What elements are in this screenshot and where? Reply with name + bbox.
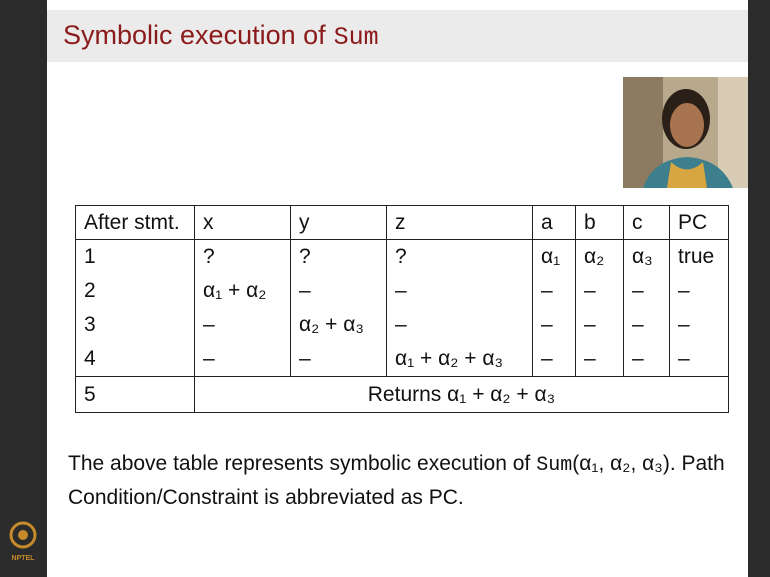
table-cell: α₂ [575, 239, 624, 274]
table-cell: α₃ [623, 239, 670, 274]
symbolic-table: After stmt. x y z a b c PC 1??? α₁ α₂ α₃ true 2 α₁ + α… [75, 205, 729, 413]
table-cell: – [290, 342, 387, 377]
slide: Symbolic execution of Sum After stmt. x y z a… [47, 0, 748, 577]
table-cell: – [386, 308, 533, 342]
table-cell: – [290, 274, 387, 308]
table-cell: 4 [75, 342, 195, 377]
table-cell: – [669, 274, 729, 308]
table-cell: – [194, 342, 291, 377]
table-row: 5 Returns α₁ + α₂ + α₃ [75, 376, 729, 413]
header-row: After stmt. x y z a b c PC [75, 205, 729, 240]
table-cell: ? [290, 239, 387, 274]
table-cell: 1 [75, 239, 195, 274]
table-cell: ? [194, 239, 291, 274]
logo-text: NPTEL [11, 555, 35, 562]
caption-text: . Path Condition/Constraint is abbreviat… [68, 452, 725, 509]
table-cell: a [532, 205, 576, 240]
table-cell: – [575, 274, 624, 308]
table-cell: After stmt. [75, 205, 195, 240]
table-row: 1??? α₁ α₂ α₃ true [75, 239, 729, 274]
title-text: Symbolic execution of [63, 20, 326, 50]
table-cell: ? [386, 239, 533, 274]
table-cell: y [290, 205, 387, 240]
table-cell: α₁ [532, 239, 576, 274]
table-cell: – [532, 308, 576, 342]
table-cell: b [575, 205, 624, 240]
table-cell: α₂ + α₃ [290, 308, 387, 342]
table-cell: 5 [75, 376, 195, 413]
title-bar: Symbolic execution of Sum [47, 10, 748, 62]
slide-title: Symbolic execution of Sum [63, 20, 379, 52]
table-row: 3– α₂ + α₃ – – – – – [75, 308, 729, 342]
table-cell: 3 [75, 308, 195, 342]
table-cell: – [575, 308, 624, 342]
table-cell: – [669, 308, 729, 342]
table-cell: – [194, 308, 291, 342]
table-cell: – [669, 342, 729, 377]
table-cell: 2 [75, 274, 195, 308]
caption-args: (α₁, α₂, α₃) [572, 452, 670, 475]
table-cell: α₁ + α₂ + α₃ [386, 342, 533, 377]
table-row: 2 α₁ + α₂ – – – – – – [75, 274, 729, 308]
webcam-video [623, 77, 748, 188]
table-cell: – [623, 342, 670, 377]
table-cell: – [575, 342, 624, 377]
logo-icon [9, 521, 37, 549]
table-cell: x [194, 205, 291, 240]
table-cell: – [623, 274, 670, 308]
caption: The above table represents symbolic exec… [68, 448, 728, 514]
caption-code: Sum [536, 454, 573, 477]
table-cell: z [386, 205, 533, 240]
logo: NPTEL [8, 520, 38, 562]
table-row: 4– – α₁ + α₂ + α₃ – – – – [75, 342, 729, 377]
table-cell: – [386, 274, 533, 308]
caption-text: The above table represents symbolic exec… [68, 452, 531, 475]
title-code: Sum [333, 23, 379, 52]
table-cell: true [669, 239, 729, 274]
table-cell: – [623, 308, 670, 342]
table-cell: – [532, 342, 576, 377]
table-cell: – [532, 274, 576, 308]
table-cell: PC [669, 205, 729, 240]
table-cell: c [623, 205, 670, 240]
table-cell: α₁ + α₂ [194, 274, 291, 308]
table-cell: Returns α₁ + α₂ + α₃ [194, 376, 729, 413]
